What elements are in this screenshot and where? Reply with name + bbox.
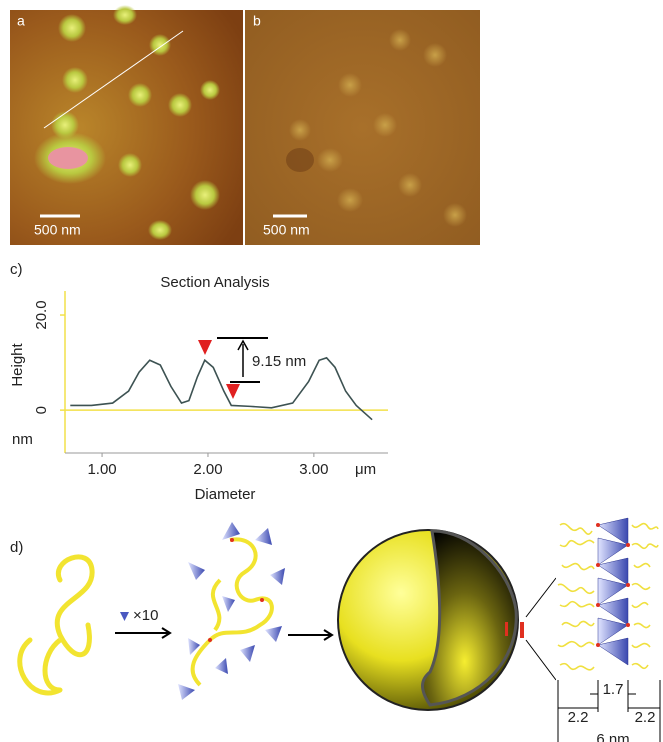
multiplier: ×10 xyxy=(133,607,158,624)
x-unit: μm xyxy=(355,461,376,478)
x-tick-label: 1.00 xyxy=(87,461,116,478)
chart-title: Section Analysis xyxy=(160,274,269,291)
scale-bar-label: 500 nm xyxy=(263,222,310,238)
panel-label: c) xyxy=(10,261,23,278)
afm-image-b: b 500 nm xyxy=(245,10,480,245)
y-unit: nm xyxy=(12,431,33,448)
dimension-label: 1.7 xyxy=(603,681,624,698)
x-axis-label: Diameter xyxy=(195,486,256,503)
y-tick-label: 0 xyxy=(33,406,50,414)
x-tick-label: 2.00 xyxy=(193,461,222,478)
panel-label: b xyxy=(253,13,261,29)
dimension-label: 2.2 xyxy=(635,709,656,726)
panel-label: a xyxy=(17,13,25,29)
dimension-label: 6 nm xyxy=(596,731,629,742)
figure: a 500 nm b 500 nm c) Section Analysis He… xyxy=(0,0,663,742)
annotation: 9.15 nm xyxy=(252,353,306,370)
dimension-label: 2.2 xyxy=(568,709,589,726)
x-tick-label: 3.00 xyxy=(299,461,328,478)
panel-label: d) xyxy=(10,539,23,556)
scale-bar-label: 500 nm xyxy=(34,222,81,238)
y-axis-label: Height xyxy=(9,342,26,386)
diagram: d) ×10 1.7 2.2 2.2 6 nm xyxy=(10,518,660,742)
afm-image-a: a 500 nm xyxy=(10,5,243,245)
y-tick-label: 20.0 xyxy=(33,300,50,329)
